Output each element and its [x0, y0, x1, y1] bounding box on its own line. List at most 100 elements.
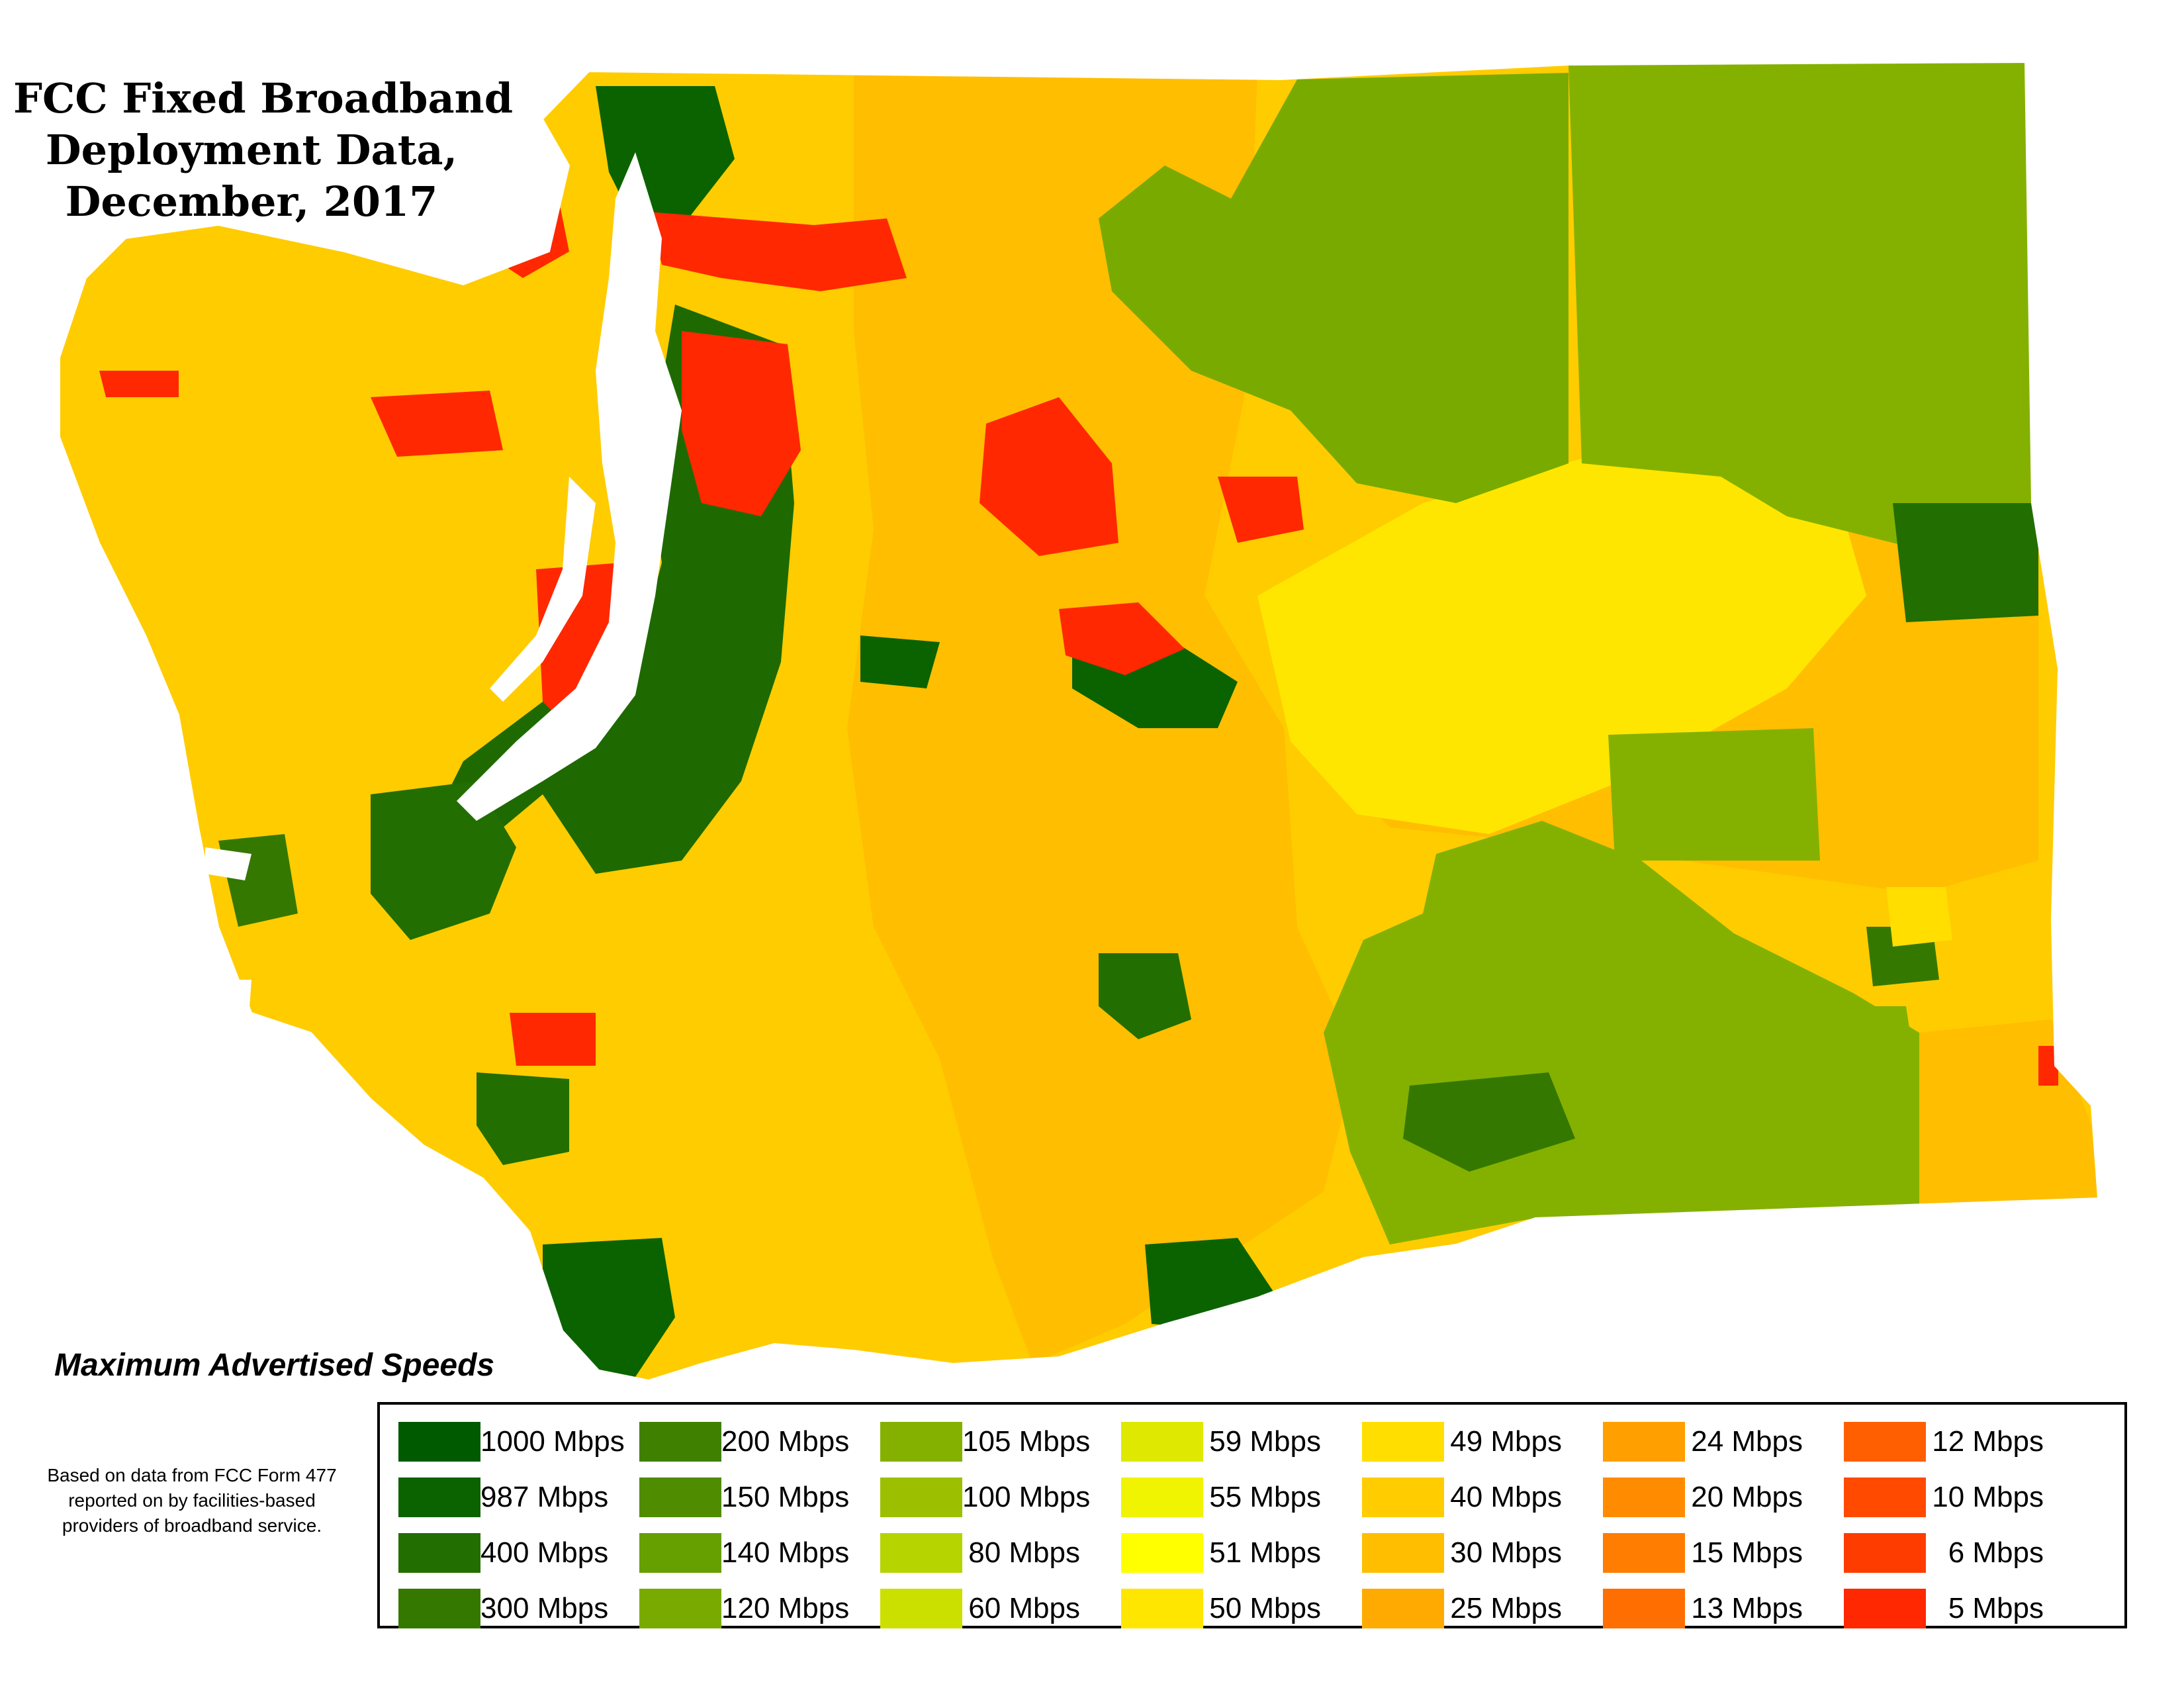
- legend-label: 30 Mbps: [1450, 1536, 1562, 1569]
- legend-item: 200 Mbps: [639, 1417, 880, 1472]
- legend-label: 10 Mbps: [1932, 1481, 2044, 1513]
- legend-label: 5 Mbps: [1948, 1592, 2044, 1624]
- legend-swatch: [1844, 1422, 1926, 1462]
- legend-swatch: [1362, 1533, 1444, 1573]
- region-adams: [1608, 728, 1820, 861]
- legend-item: 140 Mbps: [639, 1528, 880, 1583]
- legend-swatch: [1121, 1422, 1203, 1462]
- region-vancouver: [543, 1238, 675, 1377]
- legend-item: 150 Mbps: [639, 1472, 880, 1528]
- legend-swatch: [1121, 1477, 1203, 1517]
- legend-swatch: [639, 1533, 721, 1573]
- legend-item: 30 Mbps: [1362, 1528, 1603, 1583]
- legend-item: 10 Mbps: [1844, 1472, 2085, 1528]
- legend-label: 12 Mbps: [1932, 1425, 2044, 1458]
- legend-swatch: [880, 1477, 962, 1517]
- region-skagit-low: [649, 212, 907, 291]
- legend-item: 50 Mbps: [1121, 1583, 1362, 1639]
- region-longview: [477, 1072, 569, 1165]
- legend-label: 400 Mbps: [480, 1536, 609, 1569]
- legend-swatch: [1121, 1589, 1203, 1628]
- legend: 1000 Mbps 987 Mbps 400 Mbps 300 Mbps 200 Mbp…: [377, 1402, 2127, 1628]
- legend-label: 120 Mbps: [721, 1592, 850, 1624]
- legend-item: 40 Mbps: [1362, 1472, 1603, 1528]
- legend-label: 49 Mbps: [1450, 1425, 1562, 1458]
- map-title-line2: Deployment Data,: [45, 126, 458, 174]
- region-olympia: [371, 781, 516, 940]
- legend-label: 50 Mbps: [1209, 1592, 1321, 1624]
- map-title-line3: December, 2017: [65, 177, 438, 226]
- legend-label: 13 Mbps: [1691, 1592, 1803, 1624]
- region-central-yellow: [1257, 457, 1866, 834]
- legend-swatch: [398, 1533, 480, 1573]
- region-cascades: [847, 66, 1357, 1364]
- region-snohomish-low: [682, 331, 801, 516]
- legend-item: 51 Mbps: [1121, 1528, 1362, 1583]
- legend-item: 80 Mbps: [880, 1528, 1121, 1583]
- legend-item: 120 Mbps: [639, 1583, 880, 1639]
- legend-swatch: [639, 1422, 721, 1462]
- legend-swatch: [639, 1589, 721, 1628]
- legend-swatch: [1362, 1422, 1444, 1462]
- legend-item: 59 Mbps: [1121, 1417, 1362, 1472]
- legend-label: 200 Mbps: [721, 1425, 850, 1458]
- legend-item: 105 Mbps: [880, 1417, 1121, 1472]
- region-tri-cities: [1403, 1072, 1575, 1172]
- legend-label: 40 Mbps: [1450, 1481, 1562, 1513]
- legend-label: 20 Mbps: [1691, 1481, 1803, 1513]
- legend-label: 1000 Mbps: [480, 1425, 625, 1458]
- legend-item: 15 Mbps: [1603, 1528, 1844, 1583]
- legend-heading: Maximum Advertised Speeds: [54, 1348, 495, 1383]
- legend-item: 400 Mbps: [398, 1528, 639, 1583]
- legend-swatch: [1844, 1589, 1926, 1628]
- region-yakima: [1099, 953, 1191, 1039]
- legend-item: 55 Mbps: [1121, 1472, 1362, 1528]
- region-neah-bay-low: [99, 371, 179, 397]
- legend-label: 60 Mbps: [968, 1592, 1080, 1624]
- water-hood-canal: [490, 477, 596, 702]
- legend-swatch: [1362, 1589, 1444, 1628]
- region-spokane: [1893, 503, 2038, 622]
- map-title: FCC Fixed Broadband Deployment Data, Dec…: [13, 73, 514, 228]
- legend-swatch: [1603, 1477, 1685, 1517]
- source-note: Based on data from FCC Form 477 reported…: [47, 1465, 337, 1536]
- legend-item: 300 Mbps: [398, 1583, 639, 1639]
- region-walla-walla: [1919, 1019, 2098, 1205]
- legend-swatch: [1844, 1533, 1926, 1573]
- legend-swatch: [398, 1422, 480, 1462]
- legend-label: 6 Mbps: [1948, 1536, 2044, 1569]
- legend-swatch: [1603, 1589, 1685, 1628]
- legend-label: 59 Mbps: [1209, 1425, 1321, 1458]
- legend-label: 51 Mbps: [1209, 1536, 1321, 1569]
- water-willapa-bay: [218, 980, 251, 1072]
- legend-swatch: [880, 1533, 962, 1573]
- region-chelan-low: [1059, 602, 1185, 675]
- legend-label: 15 Mbps: [1691, 1536, 1803, 1569]
- legend-swatch: [398, 1589, 480, 1628]
- legend-swatch: [639, 1477, 721, 1517]
- legend-item: 49 Mbps: [1362, 1417, 1603, 1472]
- legend-item: 987 Mbps: [398, 1472, 639, 1528]
- legend-swatch: [1362, 1477, 1444, 1517]
- legend-label: 150 Mbps: [721, 1481, 850, 1513]
- region-lake-chelan-low: [1218, 477, 1304, 543]
- state-outline: [59, 61, 2099, 1382]
- legend-label: 987 Mbps: [480, 1481, 609, 1513]
- region-clarkston-low: [2038, 1046, 2058, 1086]
- legend-item: 13 Mbps: [1603, 1583, 1844, 1639]
- legend-item: 24 Mbps: [1603, 1417, 1844, 1472]
- legend-label: 24 Mbps: [1691, 1425, 1803, 1458]
- legend-swatch: [1121, 1533, 1203, 1573]
- region-northeast: [1569, 62, 2032, 549]
- region-okanogan-low: [979, 397, 1118, 556]
- puget-sound-water: [205, 152, 682, 1072]
- legend-swatch: [1603, 1533, 1685, 1573]
- legend-swatch: [398, 1477, 480, 1517]
- map-title-line1: FCC Fixed Broadband: [13, 74, 514, 122]
- water-puget-sound: [457, 152, 682, 821]
- legend-label: 300 Mbps: [480, 1592, 609, 1624]
- region-chelan: [860, 635, 940, 688]
- region-walla-patch: [1800, 1006, 1919, 1099]
- legend-item: 6 Mbps: [1844, 1528, 2085, 1583]
